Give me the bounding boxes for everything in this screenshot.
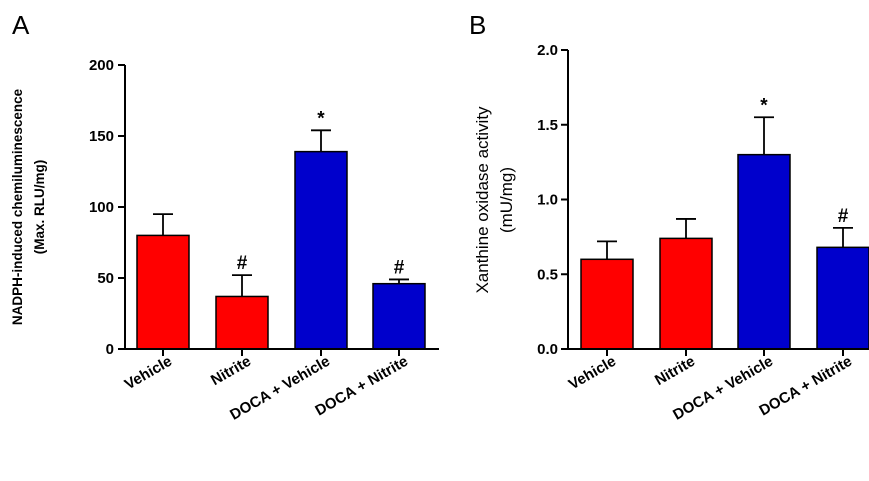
panel-a-y-axis-title: NADPH-induced chemiluminescence (Max. RLU… xyxy=(10,88,47,325)
panel-a-y-tick-label: 200 xyxy=(89,57,114,74)
panel-b-y-tick-label: 2.0 xyxy=(537,42,558,59)
panel-a-bar-2 xyxy=(215,295,269,350)
panel-b-x-tick-label: Nitrite xyxy=(652,353,698,389)
panel-b-y-axis-title: Xanthine oxidase activity (mU/mg) xyxy=(473,106,516,294)
panel-a-y-tick-label: 50 xyxy=(97,270,114,287)
panel-b-y-tick-label: 1.0 xyxy=(537,192,558,209)
panel-a-significance-2: # xyxy=(237,253,248,274)
panel-a-y-tick-label: 100 xyxy=(89,199,114,216)
panel-b-y-axis-title-line: (mU/mg) xyxy=(497,167,516,233)
panel-a-y-tick-label: 150 xyxy=(89,128,114,145)
panel-b-bar-4 xyxy=(816,246,869,350)
panel-a-bar-4 xyxy=(372,282,426,350)
panel-a-bar-1 xyxy=(136,234,190,350)
panel-a-significance-4: # xyxy=(394,257,405,278)
panel-b-letter: B xyxy=(469,10,486,40)
panel-b-x-tick-label: Vehicle xyxy=(566,353,619,394)
panel-b-bar-3 xyxy=(737,153,791,350)
panel-a-x-tick-label: Vehicle xyxy=(122,353,175,394)
panel-a-significance-3: * xyxy=(317,108,325,129)
panel-a-y-tick-label: 0 xyxy=(106,341,114,358)
panel-b-significance-3: * xyxy=(760,95,768,116)
panel-a-x-tick-label: Nitrite xyxy=(208,353,254,389)
panel-a-letter: A xyxy=(12,10,30,40)
chart-panel-b: B Xanthine oxidase activity (mU/mg) * #0.0 0.… xyxy=(469,10,869,424)
panel-b-y-axis-title-line: Xanthine oxidase activity xyxy=(473,106,492,294)
panel-b-y-tick-label: 0.5 xyxy=(537,266,558,283)
panel-b-significance-4: # xyxy=(838,206,849,227)
panel-b-bar-1 xyxy=(580,258,634,350)
panel-a-y-axis-title-line: (Max. RLU/mg) xyxy=(32,160,47,255)
panel-a-bar-3 xyxy=(294,150,348,350)
panel-a-y-axis-title-line: NADPH-induced chemiluminescence xyxy=(10,88,25,325)
panel-b-y-tick-label: 0.0 xyxy=(537,341,558,358)
chart-panel-a: A NADPH-induced chemiluminescence (Max. RL… xyxy=(10,10,439,424)
panel-b-y-tick-label: 1.5 xyxy=(537,117,558,134)
panel-b-bar-2 xyxy=(659,237,713,350)
